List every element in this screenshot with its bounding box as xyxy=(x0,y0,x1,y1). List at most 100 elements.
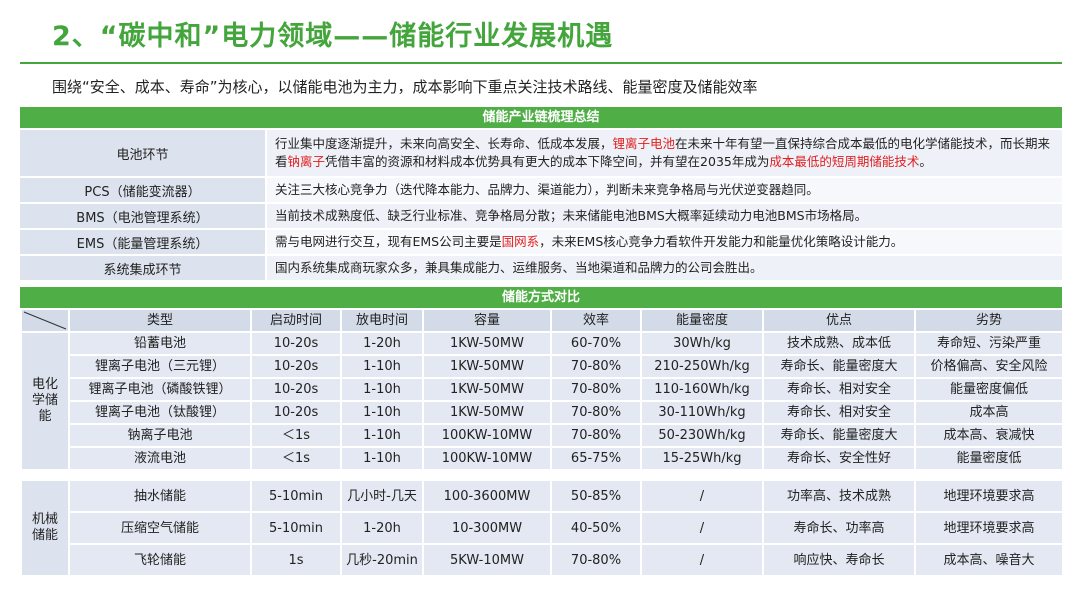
table-cell: 寿命长、相对安全 xyxy=(762,377,916,402)
table-cell: / xyxy=(640,479,764,513)
description-text: 行业集中度逐渐提升，未来向高安全、长寿命、低成本发展， xyxy=(275,136,613,151)
page-title: 2、“碳中和”电力领域——储能行业发展机遇 xyxy=(52,21,614,52)
page-subtitle: 围绕“安全、成本、寿命”为核心，以储能电池为主力，成本影响下重点关注技术路线、能… xyxy=(52,78,758,96)
table-cell: 60-70% xyxy=(550,331,642,356)
highlighted-text: 钠离子 xyxy=(287,154,326,169)
table-cell: 成本高、衰减快 xyxy=(914,423,1064,448)
table-cell: 抽水储能 xyxy=(68,479,252,513)
table-cell: 压缩空气储能 xyxy=(68,511,252,545)
storage-comparison-header: 储能方式对比 xyxy=(20,287,1062,308)
table-row: 电化学储能 铅蓄电池 10-20s 1-20h 1KW-50MW 60-70% 30Wh/k… xyxy=(20,331,1064,471)
table-row: 锂离子电池（磷酸铁锂） 10-20s 1-10h 1KW-50MW 70-80% 110-… xyxy=(21,377,1064,402)
table-cell: 100KW-10MW xyxy=(422,446,552,471)
chain-row-description: 国内系统集成商玩家众多，兼具集成能力、运维服务、当地渠道和品牌力的公司会胜出。 xyxy=(265,256,1062,280)
group-label: 机械储能 xyxy=(20,479,70,577)
chain-row-label: BMS（电池管理系统） xyxy=(20,204,265,228)
column-header: 放电时间 xyxy=(340,308,424,333)
description-text: 需与电网进行交互，现有EMS公司主要是 xyxy=(275,234,502,249)
separator-cell xyxy=(341,470,423,480)
table-row: 机械储能 抽水储能 5-10min 几小时-几天 100-3600MW 50-85% / 功率… xyxy=(20,479,1064,577)
table-row: 锂离子电池（钛酸锂） 10-20s 1-10h 1KW-50MW 70-80% 30-11… xyxy=(21,400,1064,425)
separator-cell xyxy=(423,470,551,480)
table-cell: 1-20h xyxy=(340,331,424,356)
table-cell: 1KW-50MW xyxy=(422,400,552,425)
table-cell: 5KW-10MW xyxy=(422,543,552,577)
table-cell: 能量密度偏低 xyxy=(914,377,1064,402)
table-cell: 65-75% xyxy=(550,446,642,471)
header-corner-cell xyxy=(20,308,70,333)
table-cell: 寿命长、相对安全 xyxy=(762,400,916,425)
table-cell: 70-80% xyxy=(550,543,642,577)
table-cell: 1-20h xyxy=(340,511,424,545)
chain-row: 电池环节 行业集中度逐渐提升，未来向高安全、长寿命、低成本发展，锂离子电池在未来十… xyxy=(20,128,1062,176)
table-cell: 钠离子电池 xyxy=(68,423,252,448)
table-cell: 飞轮储能 xyxy=(68,543,252,577)
table-cell: 1-10h xyxy=(340,400,424,425)
chain-row: EMS（能量管理系统） 需与电网进行交互，现有EMS公司主要是国网系，未来EMS核… xyxy=(20,228,1062,254)
table-cell: 价格偏高、安全风险 xyxy=(914,354,1064,379)
table-cell: 10-20s xyxy=(250,331,342,356)
table-cell: 5-10min xyxy=(250,479,342,513)
separator-cell xyxy=(69,470,251,480)
table-cell: / xyxy=(640,543,764,577)
table-cell: 寿命长、安全性好 xyxy=(762,446,916,471)
description-text: 在未来十年有望一直保持综合成本最低的电化学储能技术，而长期来看 xyxy=(275,136,1051,169)
table-cell: 30Wh/kg xyxy=(640,331,764,356)
column-header: 类型 xyxy=(68,308,252,333)
table-cell: ＜1s xyxy=(250,423,342,448)
column-header: 效率 xyxy=(550,308,642,333)
table-cell: 技术成熟、成本低 xyxy=(762,331,916,356)
table-cell: 能量密度低 xyxy=(914,446,1064,471)
table-cell: 30-110Wh/kg xyxy=(640,400,764,425)
column-header: 劣势 xyxy=(914,308,1064,333)
separator-cell xyxy=(551,470,641,480)
group-label: 电化学储能 xyxy=(20,331,70,471)
storage-comparison-table: 储能方式对比 类型 启动时间 放电时间 容量 效率 能量密度 优点 劣势 电化学储能 铅蓄电池 10… xyxy=(20,287,1064,577)
column-header-row: 类型 启动时间 放电时间 容量 效率 能量密度 优点 劣势 xyxy=(20,308,1064,333)
table-cell: 响应快、寿命长 xyxy=(762,543,916,577)
table-cell: 10-20s xyxy=(250,400,342,425)
table-cell: 10-300MW xyxy=(422,511,552,545)
table-cell: 锂离子电池（三元锂） xyxy=(68,354,252,379)
table-cell: 70-80% xyxy=(550,423,642,448)
separator-cell xyxy=(915,470,1063,480)
column-header: 能量密度 xyxy=(640,308,764,333)
chain-row-description: 关注三大核心竞争力（迭代降本能力、品牌力、渠道能力），判断未来竞争格局与光伏逆变… xyxy=(265,178,1062,202)
table-cell: 1-10h xyxy=(340,423,424,448)
description-text: 关注三大核心竞争力（迭代降本能力、品牌力、渠道能力），判断未来竞争格局与光伏逆变… xyxy=(275,182,819,197)
table-cell: 地理环境要求高 xyxy=(914,479,1064,513)
table-cell: 铅蓄电池 xyxy=(68,331,252,356)
table-cell: 1KW-50MW xyxy=(422,377,552,402)
highlighted-text: 国网系 xyxy=(501,234,540,249)
separator-cell xyxy=(251,470,341,480)
table-cell: 70-80% xyxy=(550,400,642,425)
description-text: 国内系统集成商玩家众多，兼具集成能力、运维服务、当地渠道和品牌力的公司会胜出。 xyxy=(275,260,763,275)
table-cell: 功率高、技术成熟 xyxy=(762,479,916,513)
industry-chain-header: 储能产业链梳理总结 xyxy=(20,107,1062,128)
table-cell: 寿命长、功率高 xyxy=(762,511,916,545)
table-cell: 10-20s xyxy=(250,377,342,402)
column-header: 启动时间 xyxy=(250,308,342,333)
table-cell: 100-3600MW xyxy=(422,479,552,513)
industry-chain-rows: 电池环节 行业集中度逐渐提升，未来向高安全、长寿命、低成本发展，锂离子电池在未来十… xyxy=(20,128,1062,280)
table-row: 压缩空气储能 5-10min 1-20h 10-300MW 40-50% / 寿命长、功率高… xyxy=(21,511,1064,545)
title-divider xyxy=(20,62,1062,64)
table-cell: 寿命短、污染严重 xyxy=(914,331,1064,356)
table-cell: 寿命长、能量密度大 xyxy=(762,423,916,448)
table-cell: 地理环境要求高 xyxy=(914,511,1064,545)
table-cell: 1-10h xyxy=(340,377,424,402)
chain-row-description: 行业集中度逐渐提升，未来向高安全、长寿命、低成本发展，锂离子电池在未来十年有望一… xyxy=(265,130,1062,176)
table-cell: ＜1s xyxy=(250,446,342,471)
table-row: 飞轮储能 1s 几秒-20min 5KW-10MW 70-80% / 响应快、寿命长 成本高、… xyxy=(21,543,1064,577)
separator-cell xyxy=(763,470,915,480)
description-text: 。 xyxy=(919,154,932,169)
table-cell: 10-20s xyxy=(250,354,342,379)
description-text: 当前技术成熟度低、缺乏行业标准、竞争格局分散；未来储能电池BMS大概率延续动力电… xyxy=(275,208,868,223)
table-cell: 寿命长、能量密度大 xyxy=(762,354,916,379)
chain-row-label: PCS（储能变流器） xyxy=(20,178,265,202)
chain-row-description: 需与电网进行交互，现有EMS公司主要是国网系，未来EMS核心竞争力看软件开发能力… xyxy=(265,230,1062,254)
table-cell: / xyxy=(640,511,764,545)
table-cell: 210-250Wh/kg xyxy=(640,354,764,379)
table-cell: 1-10h xyxy=(340,354,424,379)
chain-row-label: 电池环节 xyxy=(20,130,265,176)
